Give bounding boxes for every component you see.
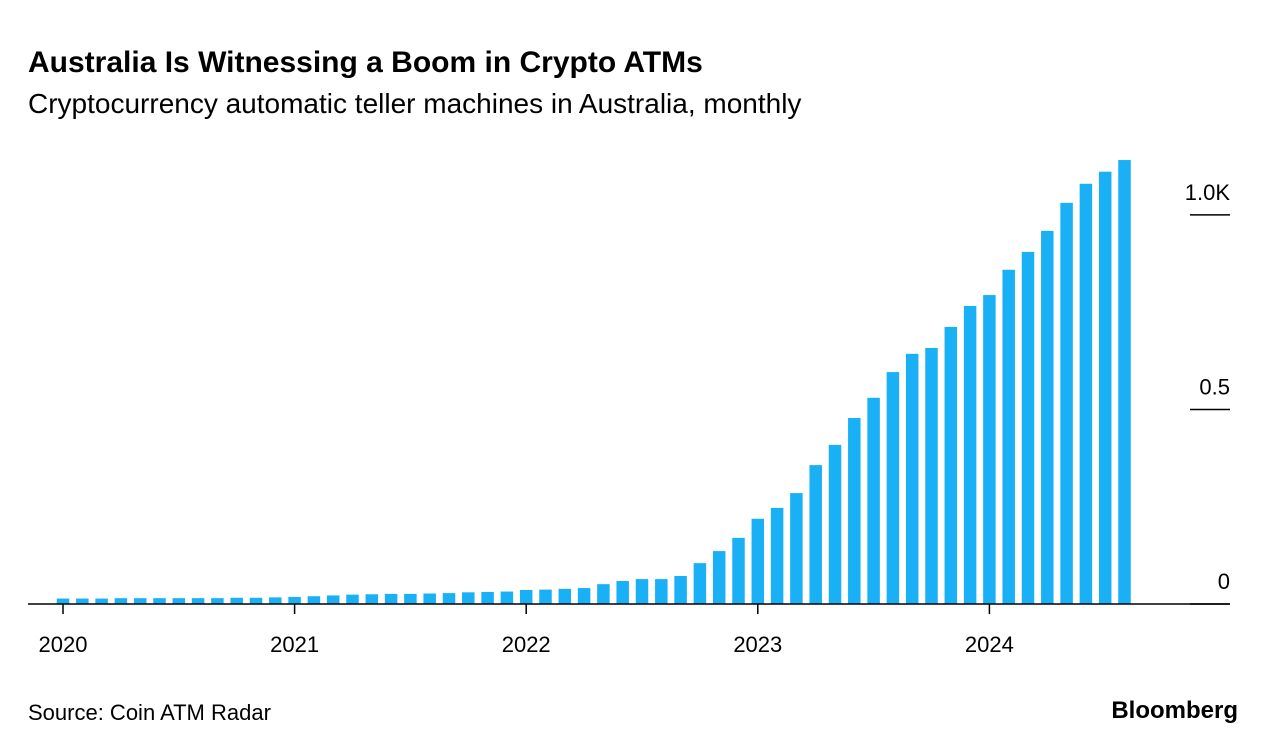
bar <box>944 326 958 604</box>
bar <box>500 591 514 604</box>
bar <box>1041 230 1054 604</box>
bar <box>211 598 224 604</box>
bar <box>326 595 340 604</box>
bar <box>307 596 321 604</box>
bar <box>384 593 398 604</box>
brand: Bloomberg <box>1111 697 1238 724</box>
x-tick-label: 2022 <box>502 632 551 657</box>
bar <box>693 563 707 604</box>
bar <box>519 589 533 604</box>
bar <box>365 594 379 604</box>
x-tick-label: 2024 <box>965 632 1014 657</box>
bar <box>674 575 687 604</box>
bar <box>790 493 803 604</box>
bar <box>1002 269 1015 604</box>
bar <box>230 597 243 604</box>
bar <box>558 588 572 604</box>
bar <box>191 598 205 604</box>
bar <box>133 598 147 604</box>
bar <box>481 591 494 604</box>
bar <box>577 588 591 604</box>
chart-subtitle: Cryptocurrency automatic teller machines… <box>28 88 801 119</box>
bar <box>809 465 822 604</box>
bar <box>269 597 282 604</box>
bar <box>1021 251 1035 604</box>
bar <box>635 579 649 604</box>
bar <box>655 579 668 604</box>
bar <box>712 551 726 604</box>
bar <box>732 537 745 604</box>
x-tick-label: 2021 <box>270 632 319 657</box>
bar <box>848 418 861 604</box>
bar <box>616 581 629 604</box>
y-tick-label: 1.0K <box>1185 180 1231 205</box>
bar <box>1079 183 1093 605</box>
bar <box>867 397 880 604</box>
bar <box>597 584 610 604</box>
bar <box>153 598 166 604</box>
bar <box>1060 202 1073 604</box>
bar <box>172 598 186 604</box>
bar <box>346 594 359 604</box>
bar <box>114 598 128 604</box>
x-tick-label: 2023 <box>733 632 782 657</box>
bar <box>442 593 456 604</box>
bar <box>886 372 900 604</box>
bar <box>288 596 301 604</box>
bar <box>751 518 765 604</box>
bar <box>423 593 436 604</box>
bar <box>249 597 263 604</box>
bar <box>404 593 417 604</box>
bar <box>963 305 977 604</box>
y-tick-label: 0.5 <box>1199 374 1230 399</box>
bar <box>95 598 108 604</box>
bar <box>828 444 842 604</box>
bar <box>76 598 89 604</box>
bar <box>905 353 919 604</box>
bar <box>539 589 552 604</box>
bar <box>925 347 938 604</box>
bar <box>770 507 784 604</box>
bar <box>462 592 475 604</box>
source: Source: Coin ATM Radar <box>28 700 271 725</box>
bar <box>983 295 996 604</box>
chart-title: Australia Is Witnessing a Boom in Crypto… <box>28 46 703 79</box>
bar <box>1098 171 1112 604</box>
bar <box>56 598 70 604</box>
x-tick-label: 2020 <box>39 632 88 657</box>
bar <box>1118 160 1131 604</box>
y-tick-label: 0 <box>1218 569 1230 594</box>
